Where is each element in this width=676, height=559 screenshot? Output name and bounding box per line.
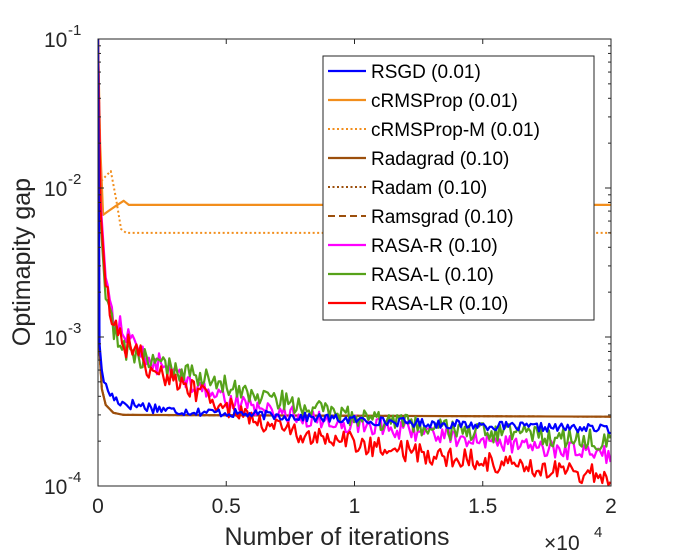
legend-label-ramsgrad-0-10: Ramsgrad (0.10) [371, 207, 514, 228]
series-line-rsgd-0-01 [98, 39, 611, 435]
series-line-crmsprop-m-0-01 [98, 39, 611, 234]
x-axis-label: Number of iterations [224, 523, 449, 551]
y-tick-base: 10 [44, 327, 67, 350]
y-tick-label: 10 -3 [44, 320, 81, 350]
legend-label-rasa-r-0-10: RASA-R (0.10) [371, 236, 498, 257]
legend-label-radam-0-10: Radam (0.10) [371, 178, 487, 199]
y-tick-exponent: -2 [68, 171, 81, 188]
y-tick-exponent: -1 [68, 22, 81, 39]
legend-label-rasa-lr-0-10: RASA-LR (0.10) [371, 294, 508, 315]
y-tick-base: 10 [44, 29, 67, 52]
x-tick-label: 2 [605, 495, 617, 518]
series-line-rasa-lr-0-10 [98, 39, 611, 486]
legend-label-crmsprop-m-0-01: cRMSProp-M (0.01) [371, 120, 540, 141]
legend-box [322, 55, 595, 321]
x-multiplier: ×10 4 [544, 524, 602, 555]
legend-label-crmsprop-0-01: cRMSProp (0.01) [371, 91, 518, 112]
x-tick-label: 1 [349, 495, 361, 518]
x-multiplier-base: ×10 [544, 532, 580, 555]
legend-label-rsgd-0-01: RSGD (0.01) [371, 62, 481, 83]
x-tick-label: 1.5 [468, 495, 497, 518]
legend: RSGD (0.01) cRMSProp (0.01) cRMSProp-M (0.… [322, 55, 595, 321]
legend-label-radagrad-0-10: Radagrad (0.10) [371, 149, 509, 170]
legend-label-rasa-l-0-10: RASA-L (0.10) [371, 265, 494, 286]
y-tick-label: 10 -1 [44, 22, 81, 52]
x-tick-label: 0.5 [212, 495, 241, 518]
y-tick-base: 10 [44, 476, 67, 499]
x-multiplier-exponent: 4 [594, 524, 602, 541]
y-tick-label: 10 -2 [44, 171, 81, 201]
y-tick-base: 10 [44, 178, 67, 201]
series-line-rasa-l-0-10 [98, 39, 611, 451]
y-tick-exponent: -4 [68, 469, 81, 486]
ticks-layer: 0 0.5 1 1.5 210-410-310-210-1 [44, 22, 617, 518]
y-tick-label: 10 -4 [44, 469, 81, 499]
y-axis-label: Optimapity gap [8, 178, 36, 346]
y-tick-exponent: -3 [68, 320, 81, 337]
x-tick-label: 0 [92, 495, 104, 518]
